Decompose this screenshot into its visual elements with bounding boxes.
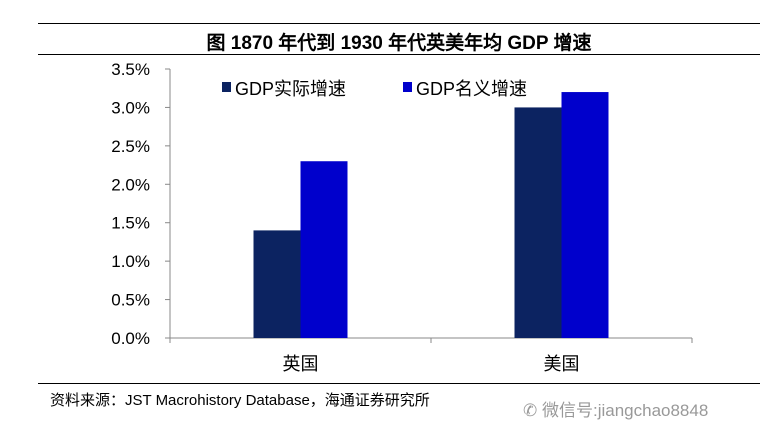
x-category-label: 美国 [544, 354, 580, 374]
bar-real [514, 107, 562, 338]
bar-real [253, 230, 301, 338]
y-tick-label: 1.0% [111, 252, 150, 271]
top-rule [38, 23, 760, 24]
legend-label: GDP名义增速 [416, 79, 527, 99]
legend-swatch [403, 82, 412, 92]
watermark-text: 微信号:jiangchao8848 [541, 401, 709, 420]
y-tick-label: 0.0% [111, 329, 150, 348]
wechat-icon: ✆ [523, 401, 542, 420]
bar-nominal [561, 92, 609, 338]
bottom-rule [38, 383, 760, 384]
legend-label: GDP实际增速 [235, 79, 346, 99]
chart-title: 图 1870 年代到 1930 年代英美年均 GDP 增速 [206, 33, 592, 54]
y-tick-label: 2.5% [111, 137, 150, 156]
y-tick-label: 3.0% [111, 98, 150, 117]
y-tick-label: 3.5% [111, 60, 150, 79]
source-note: 资料来源：JST Macrohistory Database，海通证券研究所 [50, 392, 430, 409]
watermark: ✆ 微信号:jiangchao8848 [523, 396, 708, 421]
bar-nominal [300, 161, 348, 338]
legend-swatch [222, 82, 231, 92]
y-tick-label: 2.0% [111, 175, 150, 194]
x-category-label: 英国 [283, 354, 319, 374]
title-rule [38, 54, 760, 55]
y-tick-label: 0.5% [111, 291, 150, 310]
y-tick-label: 1.5% [111, 214, 150, 233]
